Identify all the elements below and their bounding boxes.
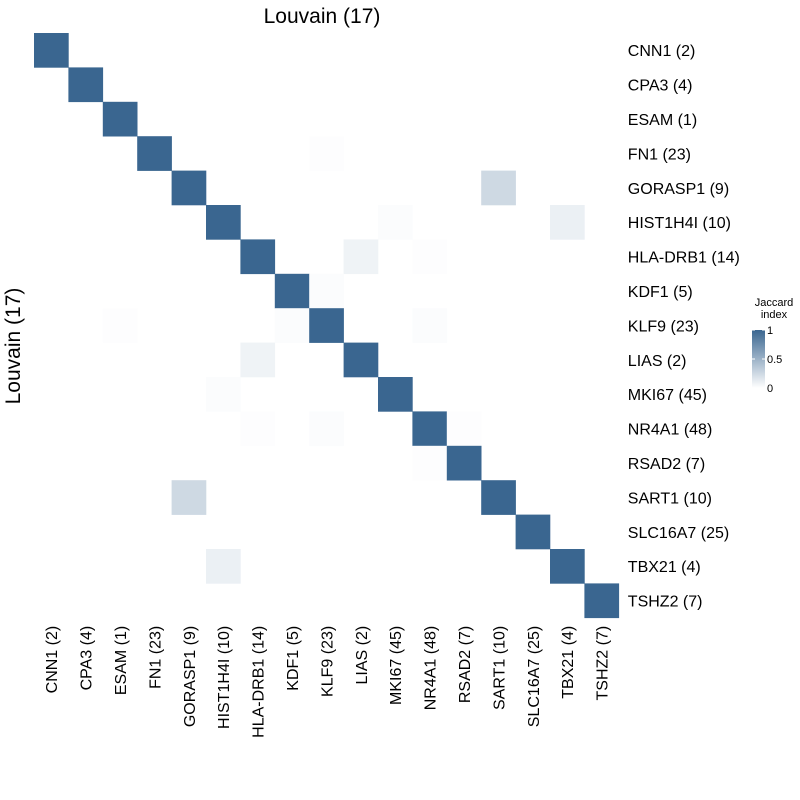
row-label: CNN1 (2) [628, 43, 696, 60]
legend-tick-label: 0 [767, 383, 773, 395]
heatmap-cell [68, 67, 104, 103]
heatmap-cell [412, 239, 448, 275]
row-label: ESAM (1) [628, 112, 697, 129]
row-label: NR4A1 (48) [628, 422, 712, 439]
column-label: TBX21 (4) [560, 626, 577, 699]
column-label: NR4A1 (48) [423, 626, 440, 710]
column-label: RSAD2 (7) [457, 626, 474, 703]
column-label: HLA-DRB1 (14) [251, 626, 268, 738]
heatmap-cell [481, 170, 516, 206]
legend-title: Jaccard [755, 297, 794, 309]
row-label: TSHZ2 (7) [628, 594, 703, 611]
row-label: CPA3 (4) [628, 78, 693, 95]
row-labels: CNN1 (2) CPA3 (4) ESAM (1) FN1 (23) GORASP1 … [628, 43, 740, 610]
heatmap-cell [343, 239, 379, 275]
heatmap-cell [240, 411, 276, 447]
heatmap-cell [102, 101, 138, 137]
column-label: FN1 (23) [147, 626, 164, 689]
heatmap-cell [309, 273, 344, 309]
column-label: ESAM (1) [113, 626, 130, 695]
heatmap-cell [378, 377, 413, 412]
row-label: TBX21 (4) [628, 559, 701, 576]
heatmap-cell [34, 33, 69, 68]
column-label: KLF9 (23) [319, 626, 336, 697]
heatmap-cell [446, 445, 482, 481]
column-label: LIAS (2) [354, 626, 371, 685]
heatmap-cell [550, 549, 585, 584]
chart-title: Louvain (17) [264, 5, 381, 28]
heatmap-cell [446, 411, 482, 447]
heatmap-cell [240, 239, 276, 275]
heatmap-cell [274, 308, 310, 343]
heatmap-cell [274, 273, 310, 309]
heatmap-cell [309, 308, 344, 343]
row-label: MKI67 (45) [628, 387, 707, 404]
heatmap-cell [102, 308, 138, 343]
heatmap-cell [584, 583, 620, 619]
column-label: CNN1 (2) [44, 626, 61, 694]
column-label: CPA3 (4) [79, 626, 96, 691]
column-labels: CNN1 (2) CPA3 (4) ESAM (1) FN1 (23) GORASP1 … [44, 626, 611, 738]
row-label: SART1 (10) [628, 490, 712, 507]
heatmap-cell [378, 205, 413, 240]
y-axis-label: Louvain (17) [2, 288, 25, 405]
column-label: KDF1 (5) [285, 626, 302, 691]
heatmap-cell [309, 136, 344, 171]
legend-title: index [761, 309, 788, 321]
heatmap-cell [412, 308, 448, 343]
row-label: KDF1 (5) [628, 284, 693, 301]
legend-tick-label: 0.5 [767, 354, 782, 366]
heatmap-cell [343, 342, 379, 378]
heatmap-cell [412, 445, 448, 481]
heatmap-cell [206, 205, 241, 240]
row-label: FN1 (23) [628, 146, 691, 163]
column-label: GORASP1 (9) [182, 626, 199, 727]
heatmap-cell [206, 377, 241, 412]
row-label: RSAD2 (7) [628, 456, 705, 473]
column-label: SLC16A7 (25) [526, 626, 543, 727]
row-label: KLF9 (23) [628, 318, 699, 335]
heatmap-cell [240, 342, 276, 378]
column-label: HIST1H4I (10) [216, 626, 233, 729]
column-label: MKI67 (45) [388, 626, 405, 705]
row-label: SLC16A7 (25) [628, 525, 729, 542]
heatmap-cell [550, 205, 585, 240]
heatmap-cell [515, 514, 551, 550]
heatmap-cell [171, 480, 207, 515]
heatmap-cell [171, 170, 207, 206]
heatmap-cell [309, 411, 344, 447]
heatmap-cell [481, 480, 516, 515]
legend-tick-label: 1 [767, 325, 773, 337]
heatmap-cell [137, 136, 172, 171]
legend-color-bar [752, 330, 765, 388]
row-label: GORASP1 (9) [628, 181, 729, 198]
heatmap-cells [34, 33, 620, 619]
column-label: TSHZ2 (7) [595, 626, 612, 701]
heatmap-cell [412, 411, 448, 447]
heatmap-cell [206, 549, 241, 584]
row-label: LIAS (2) [628, 353, 687, 370]
row-label: HLA-DRB1 (14) [628, 250, 740, 267]
column-label: SART1 (10) [491, 626, 508, 710]
row-label: HIST1H4I (10) [628, 215, 731, 232]
